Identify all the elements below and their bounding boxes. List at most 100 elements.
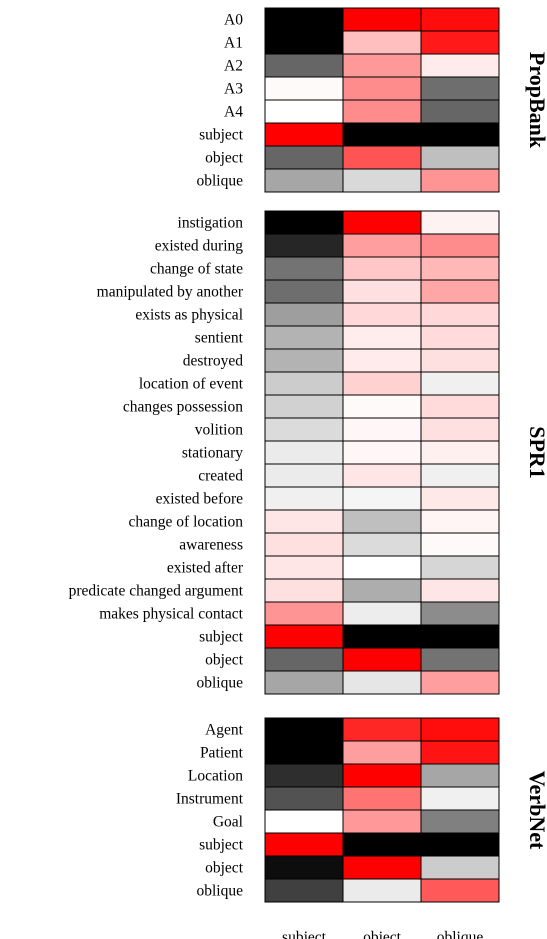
row-label-location: Location [188, 768, 243, 785]
heatmap-cell-makes-physical-contact-oblique [420, 601, 500, 626]
row-label-a2: A2 [224, 58, 243, 75]
heatmap-cell-oblique-object [342, 878, 422, 903]
row-label-sentient: sentient [195, 330, 244, 347]
heatmap-cell-created-object [342, 463, 422, 488]
row-label-location-of-event: location of event [139, 376, 244, 393]
heatmap-cell-instigation-subject [264, 210, 344, 235]
heatmap-cell-a2-oblique [420, 53, 500, 78]
heatmap-cell-patient-object [342, 740, 422, 765]
heatmap-cell-oblique-subject [264, 670, 344, 695]
heatmap-cell-existed-during-object [342, 233, 422, 258]
row-label-exists-as-physical: exists as physical [135, 307, 243, 324]
heatmap-cell-location-subject [264, 763, 344, 788]
heatmap-cell-awareness-oblique [420, 532, 500, 557]
heatmap-cell-a3-object [342, 76, 422, 101]
heatmap-cell-changes-possession-oblique [420, 394, 500, 419]
heatmap-cell-a4-subject [264, 99, 344, 124]
row-label-change-of-location: change of location [129, 514, 244, 531]
column-label-subject: subject [282, 929, 327, 939]
heatmap-cell-instrument-subject [264, 786, 344, 811]
heatmap-cell-sentient-object [342, 325, 422, 350]
heatmap-cell-location-object [342, 763, 422, 788]
heatmap-cell-patient-subject [264, 740, 344, 765]
heatmap-cell-subject-object [342, 832, 422, 857]
heatmap-cell-instrument-object [342, 786, 422, 811]
panel-title-verbnet: VerbNet [525, 771, 547, 850]
heatmap-cell-sentient-oblique [420, 325, 500, 350]
panel-spr1: instigation existed during change of state… [69, 210, 547, 695]
heatmap-cell-a0-oblique [420, 7, 500, 32]
row-label-predicate-changed-argument: predicate changed argument [69, 583, 244, 600]
row-label-object: object [205, 652, 244, 669]
heatmap-cell-a3-oblique [420, 76, 500, 101]
heatmap-cell-oblique-object [342, 168, 422, 193]
heatmap-cell-agent-object [342, 717, 422, 742]
heatmap-cell-oblique-oblique [420, 670, 500, 695]
row-label-subject: subject [199, 127, 244, 144]
heatmap-cell-a0-subject [264, 7, 344, 32]
row-label-existed-before: existed before [156, 491, 243, 508]
heatmap-cell-instrument-oblique [420, 786, 500, 811]
heatmap-cell-awareness-object [342, 532, 422, 557]
heatmap-cell-oblique-subject [264, 878, 344, 903]
heatmap-cell-object-subject [264, 647, 344, 672]
heatmap-cell-object-oblique [420, 855, 500, 880]
heatmap-cell-awareness-subject [264, 532, 344, 557]
heatmap-cell-oblique-subject [264, 168, 344, 193]
heatmap-cell-existed-after-subject [264, 555, 344, 580]
heatmap-cell-change-of-state-object [342, 256, 422, 281]
heatmap-cell-subject-subject [264, 624, 344, 649]
heatmap-cell-predicate-changed-argument-subject [264, 578, 344, 603]
panel-title-propbank: PropBank [525, 52, 547, 149]
heatmap-cell-change-of-state-oblique [420, 256, 500, 281]
row-label-object: object [205, 150, 244, 167]
heatmap-cell-destroyed-subject [264, 348, 344, 373]
heatmap-cell-manipulated-by-another-subject [264, 279, 344, 304]
heatmap-cell-makes-physical-contact-subject [264, 601, 344, 626]
heatmap-cell-existed-after-oblique [420, 555, 500, 580]
heatmap-cell-a4-oblique [420, 99, 500, 124]
row-label-a1: A1 [224, 35, 243, 52]
row-label-instigation: instigation [178, 215, 244, 232]
heatmap-cell-oblique-object [342, 670, 422, 695]
row-label-object: object [205, 860, 244, 877]
panel-title-spr1: SPR1 [525, 426, 547, 479]
heatmap-cell-object-object [342, 647, 422, 672]
row-label-a4: A4 [224, 104, 243, 121]
heatmap-cell-change-of-state-subject [264, 256, 344, 281]
heatmap-cell-subject-object [342, 122, 422, 147]
heatmap-cell-volition-subject [264, 417, 344, 442]
heatmap-cell-manipulated-by-another-object [342, 279, 422, 304]
heatmap-cell-changes-possession-subject [264, 394, 344, 419]
row-label-changes-possession: changes possession [123, 399, 243, 416]
row-label-patient: Patient [200, 745, 244, 762]
row-label-subject: subject [199, 629, 244, 646]
heatmap-cell-subject-oblique [420, 832, 500, 857]
heatmap-cell-subject-oblique [420, 624, 500, 649]
heatmap-cell-volition-object [342, 417, 422, 442]
heatmap-cell-location-of-event-subject [264, 371, 344, 396]
heatmap-cell-changes-possession-object [342, 394, 422, 419]
row-label-volition: volition [195, 422, 243, 439]
row-label-instrument: Instrument [176, 791, 244, 808]
heatmap-cell-a1-object [342, 30, 422, 55]
heatmap-cell-stationary-subject [264, 440, 344, 465]
heatmap-cell-predicate-changed-argument-object [342, 578, 422, 603]
row-label-oblique: oblique [197, 883, 244, 900]
heatmap-cell-goal-object [342, 809, 422, 834]
heatmap-cell-object-oblique [420, 145, 500, 170]
heatmap-cell-oblique-oblique [420, 168, 500, 193]
heatmap-panels: A0 A1 A2 A3 A4 subject object oblique PropBank in… [69, 7, 547, 903]
row-label-manipulated-by-another: manipulated by another [97, 284, 244, 301]
column-label-oblique: oblique [437, 929, 484, 939]
panel-verbnet: Agent Patient Location Instrument Goal subjec… [176, 717, 547, 903]
row-label-existed-during: existed during [155, 238, 243, 255]
heatmap-cell-change-of-location-subject [264, 509, 344, 534]
heatmap-cell-change-of-location-object [342, 509, 422, 534]
heatmap-cell-existed-during-oblique [420, 233, 500, 258]
heatmap-cell-goal-subject [264, 809, 344, 834]
column-label-object: object [363, 929, 402, 939]
heatmap-cell-object-subject [264, 855, 344, 880]
column-labels: subject object oblique [282, 929, 483, 939]
